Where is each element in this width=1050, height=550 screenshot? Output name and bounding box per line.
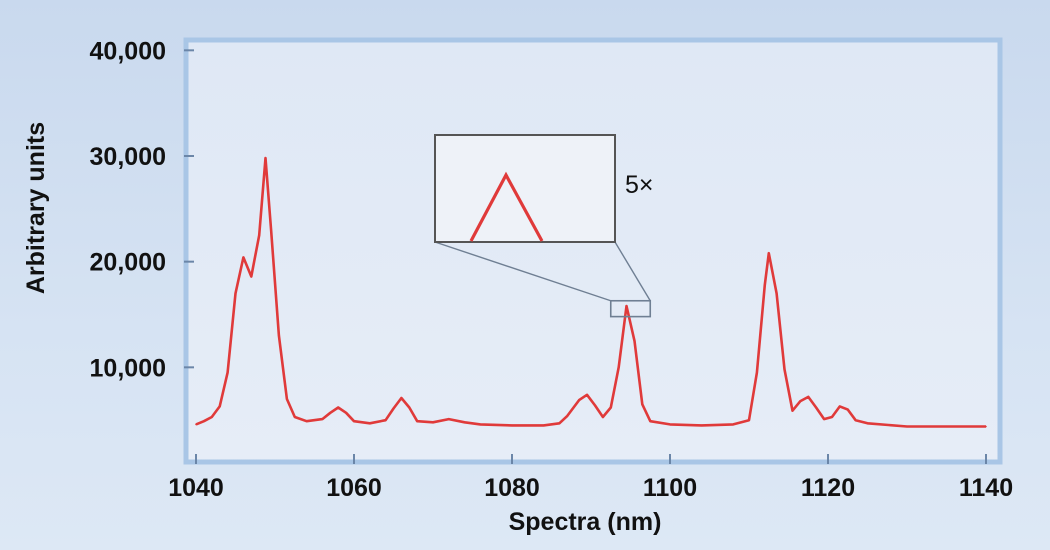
- data-point: [416, 420, 419, 423]
- x-tick-label: 1080: [484, 474, 540, 502]
- data-point: [286, 398, 288, 400]
- zoomed-peak-line: [469, 171, 544, 242]
- data-point: [218, 405, 221, 408]
- zoom-factor-label: 5×: [625, 171, 654, 199]
- data-point: [278, 334, 280, 337]
- data-point: [321, 418, 324, 420]
- data-point: [353, 420, 355, 423]
- data-point: [783, 368, 786, 371]
- data-point: [578, 399, 580, 401]
- data-point: [242, 256, 245, 259]
- data-point: [392, 407, 395, 410]
- data-point: [558, 422, 561, 425]
- data-point: [617, 366, 620, 369]
- x-tick-label: 1120: [801, 474, 855, 502]
- data-point: [258, 234, 261, 236]
- data-point: [195, 423, 197, 426]
- x-tick-label: 1060: [326, 474, 382, 502]
- data-point: [305, 420, 308, 423]
- data-point: [866, 422, 869, 425]
- y-tick-label: 20,000: [90, 249, 166, 277]
- data-point: [815, 406, 817, 409]
- data-point: [400, 397, 403, 399]
- y-tick-label: 40,000: [90, 37, 166, 65]
- zoom-inset-box: [434, 134, 616, 243]
- data-point: [264, 157, 267, 159]
- data-point: [732, 423, 734, 426]
- spectrum-line: [195, 156, 986, 428]
- data-point: [945, 425, 948, 428]
- zoom-connector-left: [434, 241, 611, 302]
- data-point: [479, 423, 482, 426]
- data-point: [906, 425, 908, 428]
- x-axis-title: Spectra (nm): [509, 508, 662, 536]
- data-point: [823, 418, 825, 420]
- data-point: [369, 422, 371, 425]
- data-point: [586, 394, 588, 396]
- data-point: [625, 305, 628, 307]
- data-point: [329, 412, 332, 414]
- data-point: [831, 416, 833, 418]
- data-point: [384, 419, 387, 422]
- data-point: [234, 292, 237, 295]
- plot-area: [183, 37, 1003, 465]
- data-point: [768, 252, 770, 254]
- data-point: [203, 420, 205, 423]
- y-tick-label: 30,000: [90, 143, 166, 171]
- data-point: [345, 412, 347, 414]
- data-point: [641, 403, 644, 406]
- y-tick-label: 10,000: [90, 354, 166, 382]
- data-point: [226, 371, 229, 374]
- data-point: [610, 406, 612, 409]
- data-point: [756, 371, 758, 374]
- zoom-region-box: [609, 299, 652, 318]
- x-tick-label: 1100: [643, 474, 697, 502]
- data-point: [839, 405, 841, 408]
- zoom-connector-right: [614, 241, 651, 302]
- data-point: [294, 416, 296, 418]
- data-point: [700, 424, 703, 427]
- data-point: [602, 416, 604, 418]
- data-point: [775, 292, 778, 295]
- data-point: [250, 275, 253, 278]
- data-point: [432, 421, 434, 424]
- data-point: [408, 406, 411, 409]
- data-point: [211, 416, 213, 418]
- y-axis-title: Arbitrary units: [22, 122, 50, 294]
- x-tick-label: 1140: [959, 474, 1013, 502]
- data-point: [847, 408, 849, 411]
- data-point: [542, 424, 545, 427]
- data-point: [748, 419, 750, 422]
- data-point: [764, 284, 766, 286]
- data-point: [463, 421, 466, 424]
- x-tick-label: 1040: [168, 474, 224, 502]
- data-point: [594, 404, 596, 407]
- data-point: [799, 400, 802, 402]
- data-point: [337, 406, 340, 409]
- data-point: [633, 340, 636, 342]
- data-point: [669, 423, 671, 426]
- data-point: [566, 415, 569, 417]
- data-point: [270, 229, 272, 231]
- data-point: [807, 396, 810, 398]
- data-point: [511, 424, 513, 427]
- data-point: [985, 425, 987, 428]
- data-point: [791, 409, 794, 412]
- data-point: [448, 418, 450, 420]
- data-point: [649, 420, 652, 423]
- data-point: [854, 419, 857, 422]
